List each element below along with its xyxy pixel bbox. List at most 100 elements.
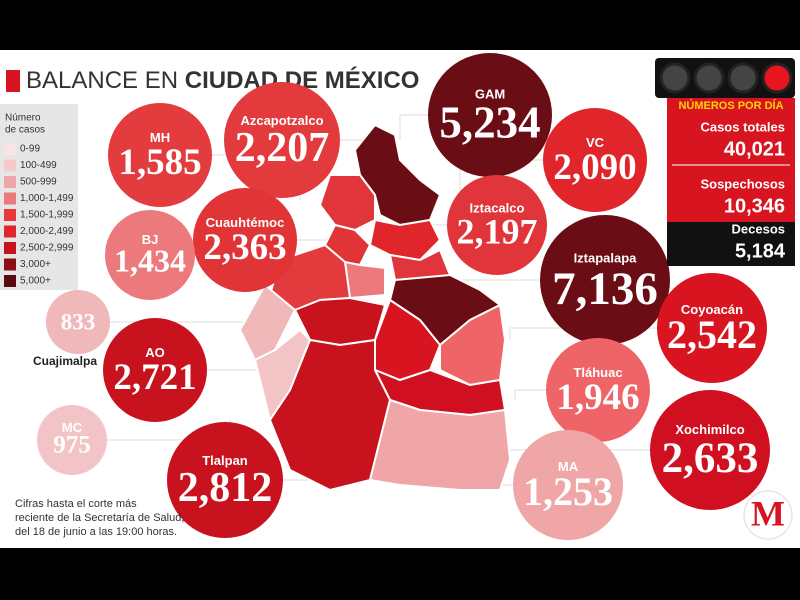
stats-title: NÚMEROS POR DÍA (678, 99, 783, 112)
bubble (105, 210, 195, 300)
district (368, 218, 442, 262)
title-regular: BALANCE EN (26, 67, 178, 94)
stats: Casos totales 40,021 Sospechosos 10,346 Dece… (700, 119, 785, 262)
bubble-value: 833 (61, 309, 96, 334)
bubble-label: GAM (475, 87, 505, 102)
light (693, 62, 725, 94)
bubble (447, 175, 547, 275)
bubble-label: Tláhuac (573, 365, 622, 380)
light (659, 62, 691, 94)
legend-item: 100-499 (20, 160, 57, 171)
bubble (543, 108, 647, 212)
light (727, 62, 759, 94)
legend-swatch (4, 225, 16, 238)
bubble-value: 2,721 (113, 357, 196, 398)
bubble-value: 975 (53, 432, 91, 459)
footnote-line: Cifras hasta el corte más (15, 498, 137, 510)
bubble (657, 273, 767, 383)
bubble (167, 422, 283, 538)
district (268, 338, 392, 492)
legend-swatch (4, 159, 16, 172)
legend-item: 1,000-1,499 (20, 193, 74, 204)
district (368, 398, 512, 491)
legend-item: 2,500-2,999 (20, 243, 74, 254)
legend-item: 5,000+ (20, 276, 51, 287)
bubble (103, 318, 207, 422)
bubble-value: 2,363 (203, 227, 286, 268)
bubble (546, 338, 650, 442)
bubble-value: 2,812 (178, 465, 273, 511)
bubble-value: 2,207 (235, 125, 330, 171)
bubble-label: Azcapotzalco (240, 113, 323, 128)
light (761, 62, 793, 94)
bubble-label: Cuajimalpa (33, 354, 97, 368)
bubble-label: Tlalpan (202, 453, 248, 468)
footnote-line: reciente de la Secretaría de Salud, (15, 512, 184, 524)
bubble-label: MH (150, 130, 170, 145)
stats-dark (667, 222, 795, 266)
logo-text: M (751, 493, 785, 533)
traffic-light (655, 58, 795, 98)
title-mark (6, 70, 20, 92)
legend-swatch (4, 209, 16, 221)
title: BALANCE EN CIUDAD DE MÉXICO (26, 66, 419, 94)
bubble (46, 290, 110, 354)
legend-title: Número (5, 113, 41, 124)
bubble (193, 188, 297, 292)
stat-value: 5,184 (735, 240, 786, 262)
legend-item: 500-999 (20, 177, 57, 188)
bubble-label: MC (62, 420, 83, 435)
bubble-label: AO (145, 345, 165, 360)
legend-swatch (4, 258, 16, 271)
bubble-label: Iztapalapa (574, 251, 638, 266)
bubble (513, 430, 623, 540)
bubble-label: BJ (142, 232, 159, 247)
legend-swatch (4, 143, 16, 155)
bubble (108, 103, 212, 207)
bubble-value: 2,542 (667, 312, 757, 357)
footnote-line: del 18 de junio a las 19:00 horas. (15, 526, 177, 538)
logo (743, 490, 793, 540)
footnote: Cifras hasta el corte más reciente de la … (15, 498, 184, 538)
legend-swatch (4, 192, 16, 205)
bubble-label: VC (586, 135, 605, 150)
district (343, 260, 386, 300)
bubble-value: 2,090 (553, 147, 636, 188)
bubble-label: Coyoacán (681, 302, 743, 317)
legend-swatch (4, 242, 16, 254)
legend-swatch (4, 275, 16, 287)
bubble-value: 1,434 (114, 242, 186, 278)
stat-label: Decesos (732, 221, 785, 236)
stat-label: Casos totales (700, 119, 785, 134)
district (318, 174, 376, 232)
bubble-value: 1,253 (523, 469, 613, 514)
bubble (224, 82, 340, 198)
bubble (540, 215, 670, 345)
district (439, 303, 507, 387)
bubble-value: 1,946 (556, 377, 639, 418)
legend-item: 2,000-2,499 (20, 226, 74, 237)
bubble-value: 2,633 (662, 435, 759, 482)
legend-swatch (4, 176, 16, 188)
legend-item: 3,000+ (20, 259, 51, 270)
legend-item: 1,500-1,999 (20, 210, 74, 221)
bubble (37, 405, 107, 475)
stat-label: Sospechosos (700, 176, 785, 191)
bubble-value: 5,234 (439, 98, 540, 148)
bubble-value: 7,136 (552, 263, 658, 315)
legend-item: 0-99 (20, 144, 40, 155)
bubble (428, 53, 552, 177)
bubble-label: Cuauhtémoc (206, 215, 285, 230)
bubble-value: 2,197 (457, 211, 538, 251)
bubble-value: 1,585 (118, 142, 201, 183)
bubble (650, 390, 770, 510)
district (238, 283, 297, 362)
bubble-label: MA (558, 459, 579, 474)
stat-value: 40,021 (724, 138, 785, 160)
bubble-label: Xochimilco (675, 422, 744, 437)
map (238, 123, 512, 492)
